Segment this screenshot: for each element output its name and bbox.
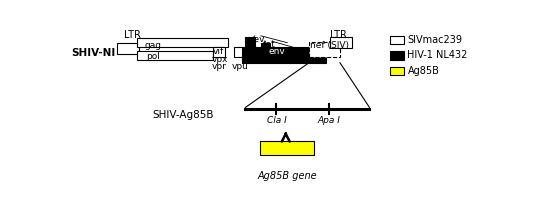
Bar <box>213 47 225 57</box>
Bar <box>243 47 326 63</box>
Text: HIV-1 NL432: HIV-1 NL432 <box>408 50 468 60</box>
Text: vpx: vpx <box>211 55 228 64</box>
Text: rev: rev <box>250 35 265 44</box>
Text: Ag85B gene: Ag85B gene <box>257 170 317 181</box>
Bar <box>117 43 139 54</box>
Bar <box>309 42 340 57</box>
Text: gag: gag <box>145 41 162 50</box>
Bar <box>245 37 255 47</box>
Text: SHIV-Ag85B: SHIV-Ag85B <box>152 110 214 120</box>
Bar <box>330 37 351 48</box>
Text: Apa I: Apa I <box>318 116 340 125</box>
Text: LTR: LTR <box>330 30 347 40</box>
Bar <box>390 36 404 44</box>
Text: vpu: vpu <box>232 62 249 71</box>
Text: SIVmac239: SIVmac239 <box>408 35 463 45</box>
Text: Cla I: Cla I <box>267 116 287 125</box>
Bar <box>390 67 404 75</box>
Bar <box>331 37 338 47</box>
Bar <box>137 51 213 60</box>
Bar <box>260 141 315 155</box>
Text: vif: vif <box>213 47 224 56</box>
Text: Ag85B: Ag85B <box>408 66 439 76</box>
Text: SHIV-NI: SHIV-NI <box>71 48 116 59</box>
Text: nef (SIV): nef (SIV) <box>310 41 349 50</box>
Bar <box>234 47 243 57</box>
Bar <box>137 38 228 47</box>
Text: pol: pol <box>146 52 160 61</box>
Text: vpr: vpr <box>211 62 226 71</box>
Bar <box>390 51 404 60</box>
Text: env: env <box>269 47 285 56</box>
Text: LTR: LTR <box>124 30 141 40</box>
Text: tat: tat <box>262 40 275 49</box>
Bar <box>261 43 270 52</box>
